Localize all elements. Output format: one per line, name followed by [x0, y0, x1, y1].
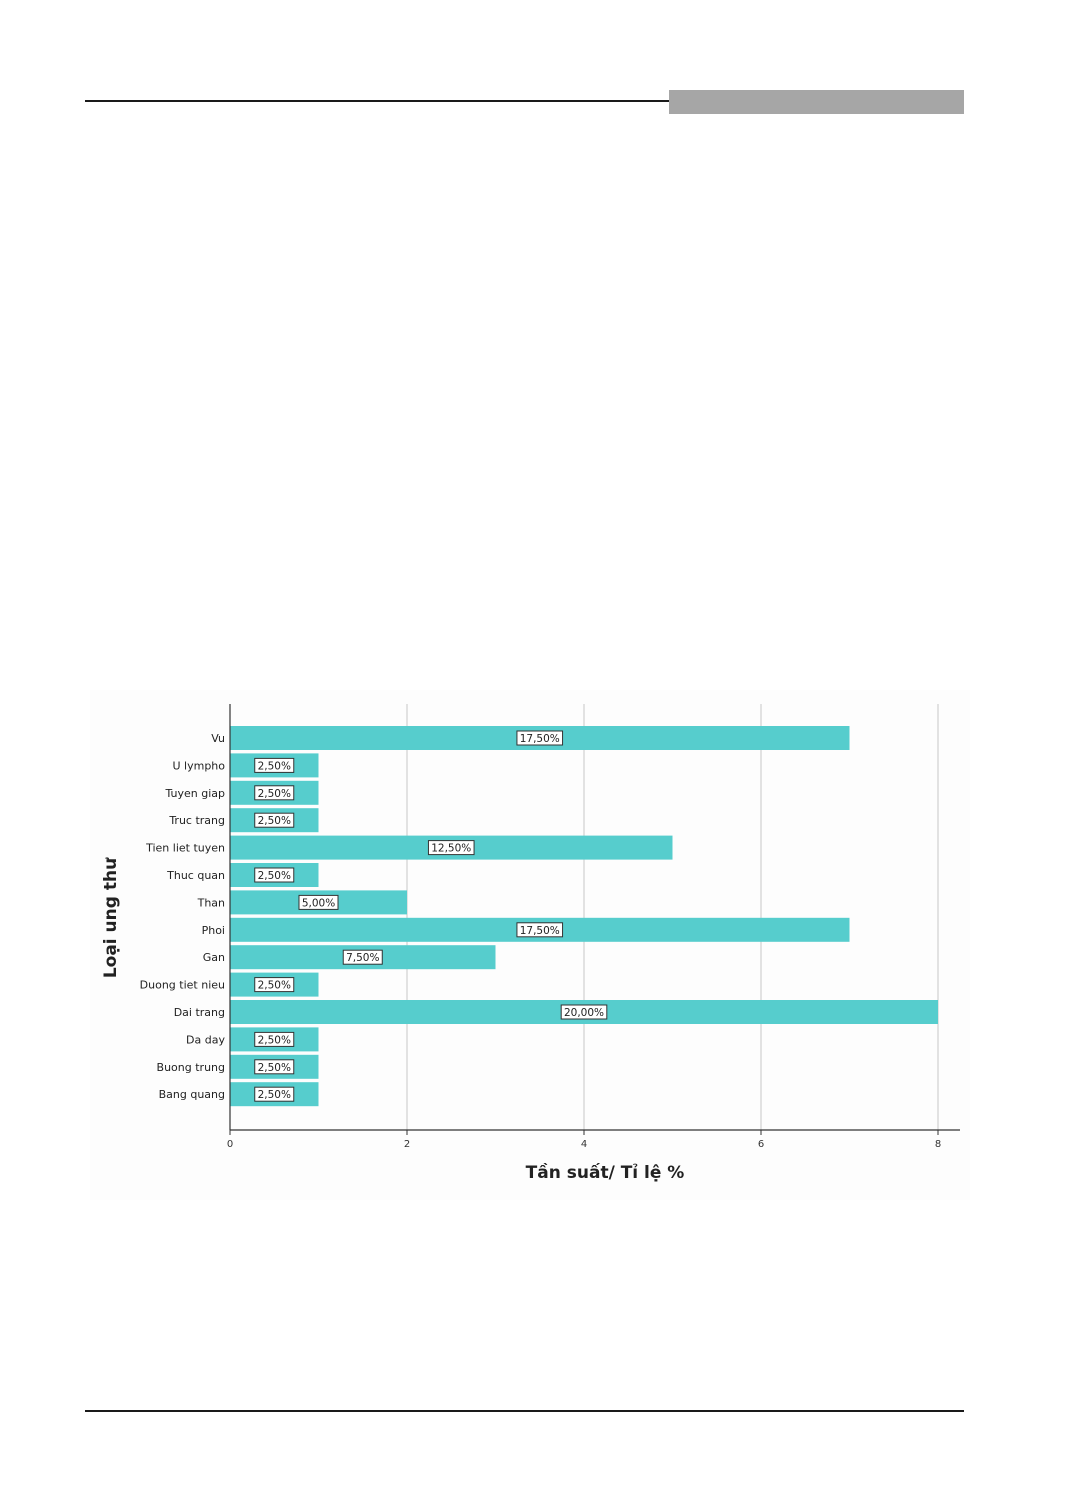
data-label: 7,50% — [346, 952, 379, 964]
data-label-box — [254, 812, 295, 828]
data-label: 2,50% — [258, 1034, 291, 1046]
data-label-box — [516, 922, 564, 938]
data-label: 2,50% — [258, 760, 291, 772]
category-label: Vu — [211, 732, 225, 745]
data-label: 2,50% — [258, 1089, 291, 1101]
x-tick-label: 0 — [227, 1139, 233, 1150]
category-label: Thuc quan — [166, 869, 225, 882]
category-label: Than — [197, 896, 225, 909]
data-label-box — [254, 867, 295, 883]
data-label: 17,50% — [520, 733, 560, 745]
category-label: Truc trang — [168, 814, 225, 827]
grid-lines — [406, 704, 939, 1130]
data-label-box — [516, 730, 564, 746]
data-label-box — [254, 1031, 295, 1047]
data-label: 2,50% — [258, 815, 291, 827]
bars: 17,50% 2,50% 2,50% 2,50% 12,50% 2,50% 5,00% 17,… — [230, 726, 938, 1107]
y-axis-title: Loại ung thư — [101, 857, 121, 978]
data-label-box — [254, 785, 295, 801]
data-label-box — [342, 949, 383, 965]
category-label: U lympho — [172, 759, 225, 772]
bar-chart: 17,50% 2,50% 2,50% 2,50% 12,50% 2,50% 5,00% 17,… — [90, 690, 970, 1200]
data-label: 20,00% — [564, 1007, 604, 1019]
data-label: 5,00% — [302, 897, 335, 909]
category-label: Buong trung — [157, 1061, 225, 1074]
data-label: 2,50% — [258, 788, 291, 800]
data-label: 2,50% — [258, 980, 291, 992]
data-label: 12,50% — [431, 843, 471, 855]
axes: 0 2 4 6 8 Vu U lympho Tuyen giap Truc trang Tien … — [140, 704, 960, 1150]
category-label: Tuyen giap — [164, 787, 225, 800]
category-label: Dai trang — [174, 1006, 225, 1019]
data-label: 2,50% — [258, 870, 291, 882]
data-label-box — [298, 894, 339, 910]
data-label-box — [560, 1004, 608, 1020]
data-label-box — [254, 977, 295, 993]
x-axis-title: Tần suất/ Tỉ lệ % — [526, 1162, 685, 1183]
x-tick-label: 2 — [404, 1139, 410, 1150]
data-label-box — [254, 757, 295, 773]
chart-svg: 17,50% 2,50% 2,50% 2,50% 12,50% 2,50% 5,00% 17,… — [101, 704, 960, 1183]
data-label-box — [427, 840, 475, 856]
data-label: 2,50% — [258, 1062, 291, 1074]
header-rule — [85, 100, 670, 102]
header-bar — [669, 90, 964, 114]
category-label: Gan — [203, 951, 225, 964]
category-label: Phoi — [202, 924, 225, 937]
x-tick-label: 8 — [935, 1139, 941, 1150]
data-label-box — [254, 1086, 295, 1102]
x-tick-label: 6 — [758, 1139, 764, 1150]
x-tick-label: 4 — [581, 1139, 587, 1150]
category-label: Tien liet tuyen — [145, 842, 225, 855]
category-label: Da day — [186, 1033, 225, 1046]
category-label: Bang quang — [159, 1088, 225, 1101]
footer-rule — [85, 1410, 964, 1412]
data-label-box — [254, 1059, 295, 1075]
data-label: 17,50% — [520, 925, 560, 937]
category-label: Duong tiet nieu — [140, 979, 225, 992]
